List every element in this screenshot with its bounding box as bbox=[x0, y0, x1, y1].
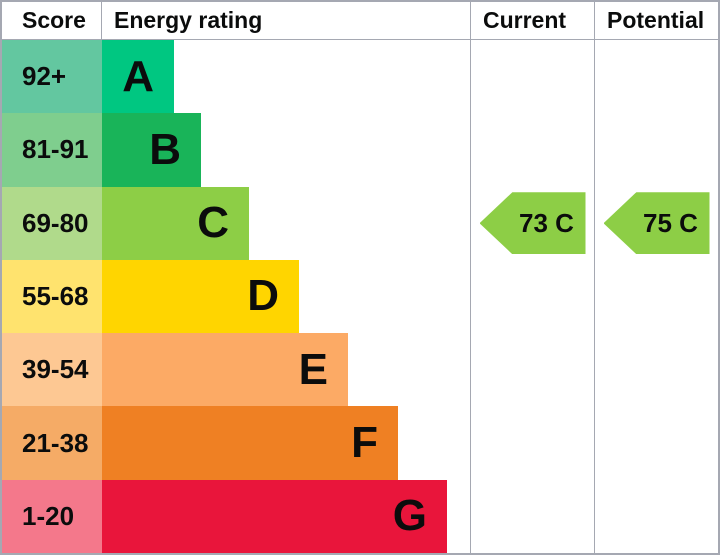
potential-rating-arrow: 75 C bbox=[603, 192, 710, 255]
header-energy-rating: Energy rating bbox=[102, 2, 470, 40]
score-cell-g: 1-20 bbox=[2, 479, 102, 553]
header-potential: Potential bbox=[594, 2, 718, 40]
band-track-a: A bbox=[102, 40, 470, 114]
score-cell-f: 21-38 bbox=[2, 406, 102, 480]
band-track-c: C bbox=[102, 186, 470, 260]
current-column: 73 C bbox=[470, 40, 594, 553]
rating-bar-e: E bbox=[102, 333, 348, 407]
rating-bar-a: A bbox=[102, 40, 174, 114]
header-current: Current bbox=[470, 2, 594, 40]
band-track-g: G bbox=[102, 479, 470, 553]
score-cell-b: 81-91 bbox=[2, 113, 102, 187]
rating-bar-b: B bbox=[102, 113, 201, 187]
rating-bar-f: F bbox=[102, 406, 398, 480]
score-cell-d: 55-68 bbox=[2, 259, 102, 334]
band-track-e: E bbox=[102, 333, 470, 407]
current-rating-arrow: 73 C bbox=[479, 192, 586, 255]
header-score: Score bbox=[2, 2, 102, 40]
rating-bar-c: C bbox=[102, 186, 249, 260]
rating-bar-d: D bbox=[102, 259, 299, 334]
score-cell-e: 39-54 bbox=[2, 333, 102, 407]
band-track-f: F bbox=[102, 406, 470, 480]
band-track-b: B bbox=[102, 113, 470, 187]
score-cell-a: 92+ bbox=[2, 40, 102, 114]
potential-column: 75 C bbox=[594, 40, 718, 553]
score-cell-c: 69-80 bbox=[2, 186, 102, 260]
rating-bar-g: G bbox=[102, 479, 447, 553]
band-track-d: D bbox=[102, 259, 470, 334]
